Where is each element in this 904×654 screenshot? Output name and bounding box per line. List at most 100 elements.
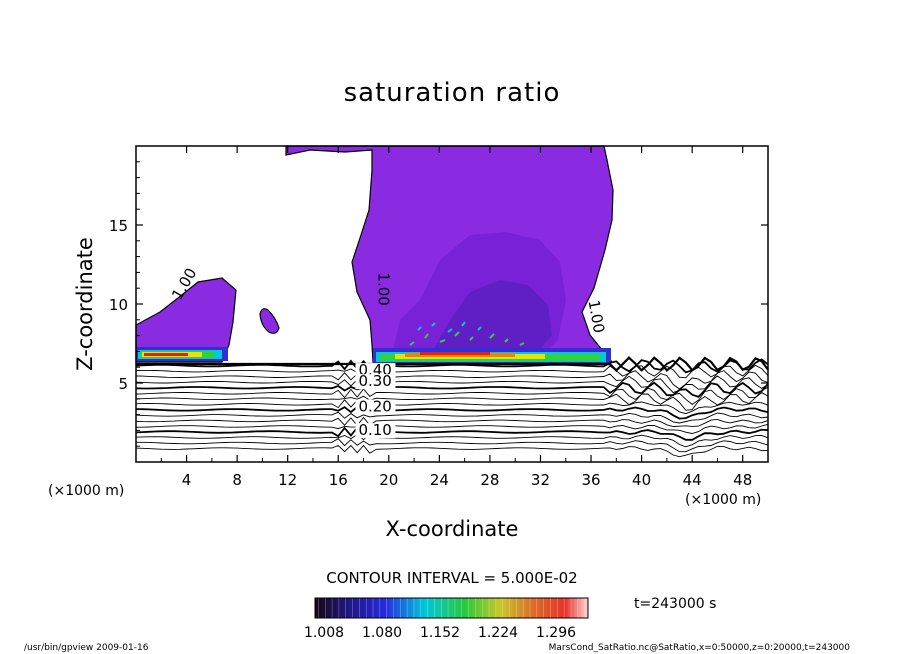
cloud-base-contour (136, 356, 769, 372)
colorbar-tick-label: 1.224 (478, 625, 518, 641)
colorbar-cell (373, 598, 377, 618)
colorbar-cell (533, 598, 538, 618)
x-tick-label: 4 (182, 471, 192, 489)
y-tick-label: 10 (109, 296, 128, 314)
footer-left: /usr/bin/gpview 2009-01-16 (24, 643, 149, 653)
contour-line (135, 364, 769, 379)
contour-interval-text: CONTOUR INTERVAL = 5.000E-02 (326, 569, 577, 587)
supersaturated-left-region (135, 277, 237, 363)
left-band-red (144, 353, 188, 356)
colorbar-cell (434, 598, 439, 618)
x-axis: 4 8 12 16 20 24 28 32 36 40 44 48 (160, 146, 752, 489)
colorbar-cell (448, 598, 452, 618)
colorbar-cell (383, 598, 388, 618)
colorbar-cell (413, 598, 418, 618)
colorbar-cell (355, 598, 360, 618)
colorbar-cell (553, 598, 558, 618)
x-axis-unit-right: (×1000 m) (685, 492, 761, 508)
colorbar-cell (427, 598, 432, 618)
cloud-band-red (420, 352, 490, 355)
colorbar-cell (315, 598, 319, 618)
highest-saturation-core (432, 280, 552, 355)
colorbar-cell (557, 598, 562, 618)
colorbar-tick-label: 1.296 (536, 625, 576, 641)
colorbar-cell (349, 598, 354, 618)
colorbar-cell (570, 598, 575, 618)
x-tick-label: 32 (531, 471, 550, 489)
colorbar-cell (444, 598, 449, 618)
x-tick-label: 24 (430, 471, 449, 489)
colorbar-cell (526, 598, 531, 618)
x-axis-unit-left: (×1000 m) (48, 483, 124, 499)
saturation-regions (135, 145, 614, 364)
cloud-band (373, 321, 611, 364)
colorbar-cell (550, 598, 555, 618)
contour-labels: 1.00 1.001.000.400.300.200.10 (168, 265, 608, 439)
supersaturated-small-blob (259, 308, 280, 334)
cloud-top-speckles-cyan (417, 321, 482, 333)
colorbar-cell (417, 598, 422, 618)
colorbar-cell (502, 598, 507, 618)
x-tick-label: 16 (329, 471, 348, 489)
colorbar-cell (376, 598, 381, 618)
x-tick-label: 36 (581, 471, 600, 489)
x-tick-label: 12 (278, 471, 297, 489)
contour-label: 0.20 (358, 397, 391, 415)
contour-lines (135, 356, 769, 458)
colorbar-frame (314, 597, 589, 619)
contour-label-background (355, 399, 396, 415)
colorbar-cell (478, 598, 483, 618)
colorbar-cell (424, 598, 429, 618)
colorbar-cell (529, 598, 534, 618)
colorbar-cell (516, 598, 521, 618)
colorbar-cell (366, 598, 371, 618)
x-tick-label: 28 (480, 471, 499, 489)
colorbar-cell (410, 598, 415, 618)
colorbar-tick-label: 1.080 (362, 625, 402, 641)
colorbar-cell (584, 598, 589, 618)
x-tick-label: 20 (379, 471, 398, 489)
contour-line (135, 381, 769, 398)
colorbar-cell (560, 598, 565, 618)
colorbar-cell (577, 598, 582, 618)
colorbar-cell (495, 598, 500, 618)
colorbar-cell (369, 598, 374, 618)
contour-label-background (355, 374, 396, 390)
colorbar-cell (362, 598, 367, 618)
contour-line (136, 438, 769, 453)
colorbar-cell (512, 598, 517, 618)
contour-line (135, 433, 769, 448)
colorbar-cell (543, 598, 548, 618)
colorbar-cell (492, 598, 497, 618)
left-cloud-band (136, 347, 228, 361)
colorbar-cell (536, 598, 541, 618)
colorbar-cell (540, 598, 545, 618)
colorbar-cell (318, 598, 323, 618)
colorbar-cell (328, 598, 333, 618)
y-tick-label: 15 (109, 217, 128, 235)
colorbar-cell (342, 598, 347, 618)
cloud-top-speckles (409, 331, 525, 346)
colorbar-cell (499, 598, 504, 618)
colorbar-cell (359, 598, 364, 618)
contour-line (136, 423, 769, 434)
contour-label: 0.10 (358, 421, 391, 439)
colorbar-cell (567, 598, 572, 618)
contour-line (135, 386, 769, 405)
contour-line (135, 370, 769, 390)
colorbar-cell (523, 598, 528, 618)
contour-line (135, 375, 769, 394)
contour-line (135, 399, 769, 415)
colorbar-cell (482, 598, 487, 618)
contour-line (135, 405, 769, 420)
colorbar-cell (379, 598, 384, 618)
contour-label: 0.30 (358, 372, 391, 390)
colorbar-cell (393, 598, 398, 618)
y-axis-label: Z-coordinate (73, 237, 97, 371)
contour-label: 1.00 (375, 272, 393, 305)
colorbar-cell (475, 598, 480, 618)
colorbar-cell (321, 598, 326, 618)
contour-line (135, 426, 769, 441)
colorbar (314, 597, 589, 619)
